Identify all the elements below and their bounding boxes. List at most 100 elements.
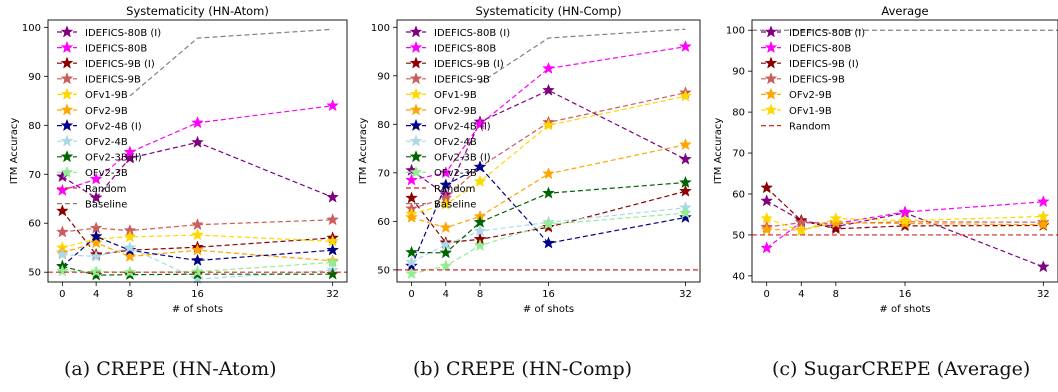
legend-swatch-marker bbox=[409, 40, 423, 54]
y-tick-label: 70 bbox=[377, 168, 390, 179]
data-point bbox=[405, 245, 418, 258]
legend-label: OFv2-9B bbox=[789, 90, 832, 101]
legend-label: IDEFICS-80B (I) bbox=[85, 28, 161, 39]
series-line bbox=[411, 166, 686, 267]
data-point bbox=[439, 197, 453, 210]
data-point bbox=[679, 206, 692, 219]
series-baseline bbox=[129, 28, 333, 97]
data-point bbox=[829, 211, 843, 224]
data-point bbox=[326, 255, 339, 268]
data-point bbox=[679, 89, 692, 102]
chart-title: Average bbox=[881, 4, 928, 18]
x-tick-label: 4 bbox=[93, 289, 99, 300]
y-tick-label: 60 bbox=[28, 219, 41, 230]
series-ofv2-3b-i bbox=[405, 175, 692, 259]
data-point bbox=[473, 215, 487, 228]
data-point bbox=[326, 243, 339, 256]
data-point bbox=[679, 137, 692, 151]
data-point bbox=[439, 166, 453, 179]
x-tick-label: 32 bbox=[1037, 289, 1050, 300]
data-point bbox=[89, 229, 103, 242]
legend-label: OFv1-9B bbox=[85, 90, 128, 101]
legend-swatch-marker bbox=[409, 165, 423, 178]
legend-item-idefics-9b-i: IDEFICS-9B (I) bbox=[761, 56, 859, 70]
legend-label: OFv1-9B bbox=[789, 106, 832, 117]
legend-label: Random bbox=[434, 184, 475, 195]
data-point bbox=[191, 264, 204, 278]
legend-item-random: Random bbox=[57, 184, 126, 195]
legend-label: IDEFICS-9B (I) bbox=[789, 59, 859, 70]
x-tick-label: 32 bbox=[326, 289, 339, 300]
legend-swatch-marker bbox=[764, 72, 778, 85]
x-tick-label: 16 bbox=[542, 289, 555, 300]
legend-item-idefics-80b: IDEFICS-80B bbox=[761, 40, 851, 54]
legend-item-idefics-9b-i: IDEFICS-9B (I) bbox=[406, 56, 504, 70]
chart-panel-1: Systematicity (HN-Atom) # of shots ITM Acc… bbox=[9, 4, 348, 315]
y-tick-label: 100 bbox=[22, 23, 41, 34]
y-tick-label: 90 bbox=[28, 72, 41, 83]
legend-swatch-marker bbox=[764, 56, 778, 69]
legend-item-idefics-80b-i: IDEFICS-80B (I) bbox=[761, 25, 865, 39]
x-tick-label: 8 bbox=[833, 289, 839, 300]
chart-title: Systematicity (HN-Comp) bbox=[475, 4, 621, 18]
legend-item-baseline: Baseline bbox=[406, 199, 476, 210]
legend-label: OFv2-4B bbox=[85, 137, 128, 148]
data-point bbox=[56, 204, 69, 217]
data-point bbox=[405, 191, 418, 204]
data-point bbox=[56, 247, 69, 260]
legend-item-ofv1-9b: OFv1-9B bbox=[761, 103, 832, 117]
data-point bbox=[405, 210, 418, 223]
data-point bbox=[473, 238, 487, 252]
legend-swatch-marker bbox=[409, 150, 423, 163]
legend-item-idefics-80b: IDEFICS-80B bbox=[57, 40, 147, 54]
data-point bbox=[191, 228, 204, 241]
legend-item-ofv2-3b-i: OFv2-3B (I) bbox=[57, 150, 142, 164]
caption-b: (b) CREPE (HN-Comp) bbox=[413, 358, 633, 380]
y-tick-label: 40 bbox=[732, 271, 745, 282]
data-point bbox=[542, 61, 555, 74]
data-point bbox=[794, 224, 808, 237]
legend-item-idefics-80b-i: IDEFICS-80B (I) bbox=[57, 25, 161, 39]
data-point bbox=[542, 186, 555, 199]
data-point bbox=[439, 221, 453, 234]
chart-title: Systematicity (HN-Atom) bbox=[126, 4, 269, 18]
legend-label: IDEFICS-80B (I) bbox=[434, 28, 510, 39]
series-ofv2-4b-i bbox=[405, 160, 692, 272]
data-point bbox=[123, 249, 137, 262]
y-tick-label: 50 bbox=[732, 230, 745, 241]
legend-item-random: Random bbox=[761, 121, 830, 132]
data-point bbox=[679, 39, 692, 53]
y-axis-label: ITM Accuracy bbox=[358, 118, 369, 185]
x-tick-label: 16 bbox=[191, 289, 204, 300]
legend-label: OFv2-4B bbox=[434, 137, 477, 148]
y-tick-label: 80 bbox=[28, 121, 41, 132]
data-point bbox=[405, 173, 418, 186]
data-point bbox=[1036, 260, 1050, 273]
y-tick-label: 60 bbox=[732, 189, 745, 200]
legend-label: IDEFICS-9B bbox=[434, 75, 490, 86]
y-tick-label: 80 bbox=[732, 108, 745, 119]
legend-swatch-marker bbox=[764, 40, 778, 54]
data-point bbox=[760, 181, 774, 194]
chart-panel-3: Average # of shots ITM Accuracy 0 4 8 16 32 40 50… bbox=[713, 4, 1058, 315]
data-point bbox=[405, 267, 418, 280]
legend-label: OFv1-9B bbox=[434, 90, 477, 101]
data-point bbox=[123, 240, 137, 254]
data-point bbox=[326, 98, 339, 112]
legend-label: OFv2-3B (I) bbox=[434, 153, 491, 164]
data-point bbox=[56, 183, 69, 196]
legend-swatch-marker bbox=[409, 25, 423, 38]
data-point bbox=[326, 213, 339, 226]
legend-swatch-marker bbox=[60, 118, 74, 132]
series-line bbox=[129, 28, 333, 97]
data-point bbox=[89, 172, 103, 185]
legend-label: OFv2-9B bbox=[85, 106, 128, 117]
data-point bbox=[542, 83, 555, 96]
x-axis-label: # of shots bbox=[879, 304, 930, 315]
x-tick-label: 4 bbox=[798, 289, 804, 300]
series-line bbox=[766, 221, 1044, 231]
legend-item-idefics-9b: IDEFICS-9B bbox=[406, 72, 490, 86]
legend-swatch-marker bbox=[60, 56, 74, 69]
legend-label: OFv2-3B (I) bbox=[85, 153, 142, 164]
